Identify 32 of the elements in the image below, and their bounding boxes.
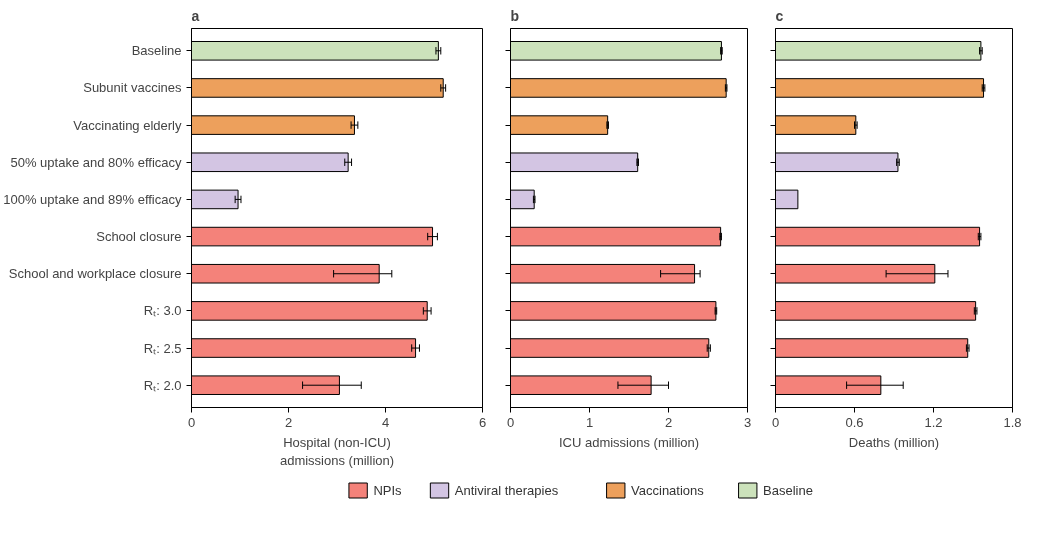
- legend-label: Antiviral therapies: [454, 483, 559, 498]
- chart-title: c: [775, 7, 784, 24]
- y-tick-label: Baseline: [131, 43, 182, 59]
- y-tick-label: 100% uptake and 89% efficacy: [3, 191, 182, 207]
- y-tick-label: Rₜ: 2.5: [143, 340, 182, 356]
- y-tick-label: Vaccinating elderly: [73, 117, 182, 133]
- legend-label: NPIs: [373, 483, 403, 498]
- chart-title: a: [191, 7, 200, 24]
- x-tick-label: 0: [506, 414, 515, 430]
- y-tick-label: Subunit vaccines: [83, 80, 182, 96]
- x-tick-label: 0: [771, 414, 780, 430]
- y-tick-label: 50% uptake and 80% efficacy: [10, 154, 182, 170]
- x-tick-label: 2: [284, 414, 293, 430]
- y-tick-label: Rₜ: 3.0: [143, 303, 182, 319]
- y-tick-label: School and workplace closure: [8, 266, 182, 282]
- y-tick-label: Rₜ: 2.0: [143, 377, 182, 393]
- x-axis-title: ICU admissions (million): [558, 434, 700, 450]
- legend-label: Baseline: [763, 483, 813, 498]
- x-tick-label: 2: [664, 414, 673, 430]
- legend-label: Vaccinations: [631, 483, 705, 498]
- x-tick-label: 0.6: [845, 414, 864, 430]
- x-tick-label: 0: [187, 414, 196, 430]
- y-tick-label: School closure: [96, 229, 182, 245]
- x-axis-title: Deaths (million): [848, 434, 940, 450]
- x-tick-label: 1: [585, 414, 594, 430]
- x-tick-label: 3: [743, 414, 752, 430]
- x-tick-label: 4: [381, 414, 390, 430]
- x-tick-label: 1.8: [1003, 414, 1022, 430]
- x-axis-title: Hospital (non-ICU) admissions (million): [279, 434, 395, 468]
- chart-title: b: [510, 7, 520, 24]
- x-tick-label: 1.2: [924, 414, 943, 430]
- x-tick-label: 6: [478, 414, 487, 430]
